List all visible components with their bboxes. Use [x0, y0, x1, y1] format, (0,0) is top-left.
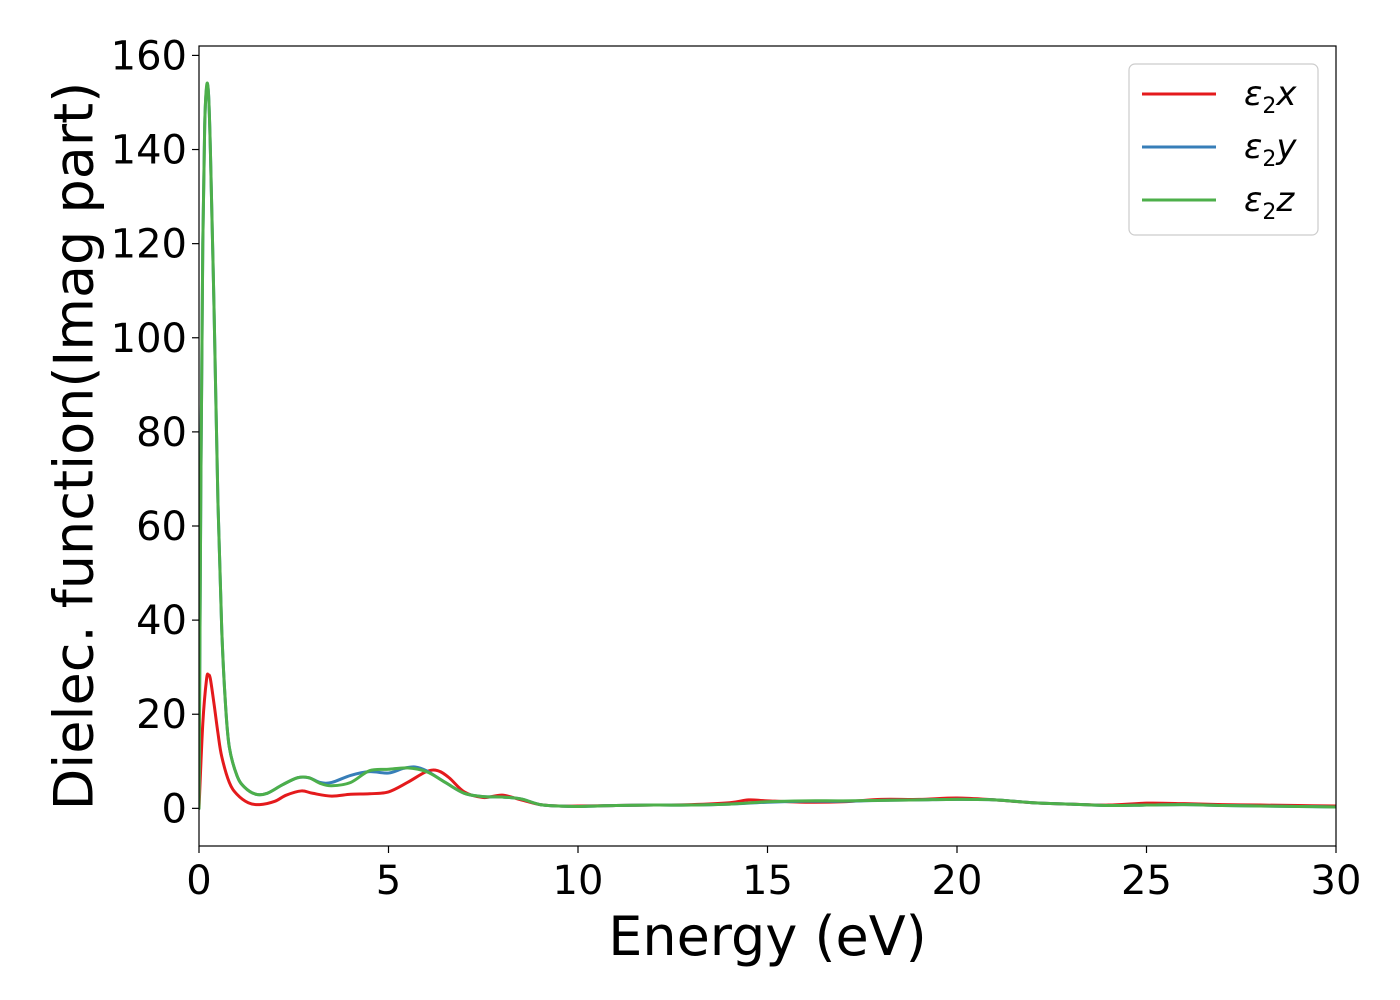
x-tick-label: 0 [186, 858, 211, 904]
y-tick-label: 100 [111, 316, 187, 362]
series-line-z [199, 81, 1336, 810]
y-tick-label: 20 [136, 692, 187, 738]
series-layer [199, 81, 1336, 810]
legend-label-x: ε2x [1244, 74, 1297, 119]
x-tick-label: 15 [742, 858, 793, 904]
x-tick-label: 30 [1311, 858, 1362, 904]
y-tick-label: 80 [136, 410, 187, 456]
y-tick-label: 0 [162, 786, 187, 832]
legend-box [1128, 63, 1319, 236]
x-axis-label: Energy (eV) [608, 905, 927, 968]
y-tick-label: 140 [111, 128, 187, 174]
x-tick-label: 5 [376, 858, 401, 904]
x-tick-label: 20 [932, 858, 983, 904]
y-tick-label: 120 [111, 222, 187, 268]
x-tick-label: 10 [553, 858, 604, 904]
y-tick-label: 160 [111, 33, 187, 79]
y-axis-label: Dielec. function(Imag part) [43, 82, 106, 811]
y-tick-label: 60 [136, 504, 187, 550]
legend-label-z: ε2z [1244, 180, 1295, 225]
ticks-layer: 0 5 10 15 20 25 30 0 20 40 60 80 100 120 140 160 [111, 33, 1362, 904]
x-tick-label: 25 [1121, 858, 1172, 904]
y-tick-label: 40 [136, 598, 187, 644]
legend-label-y: ε2y [1244, 127, 1297, 172]
plot-frame [198, 45, 1337, 847]
legend: ε2x ε2y ε2z [1128, 63, 1319, 236]
